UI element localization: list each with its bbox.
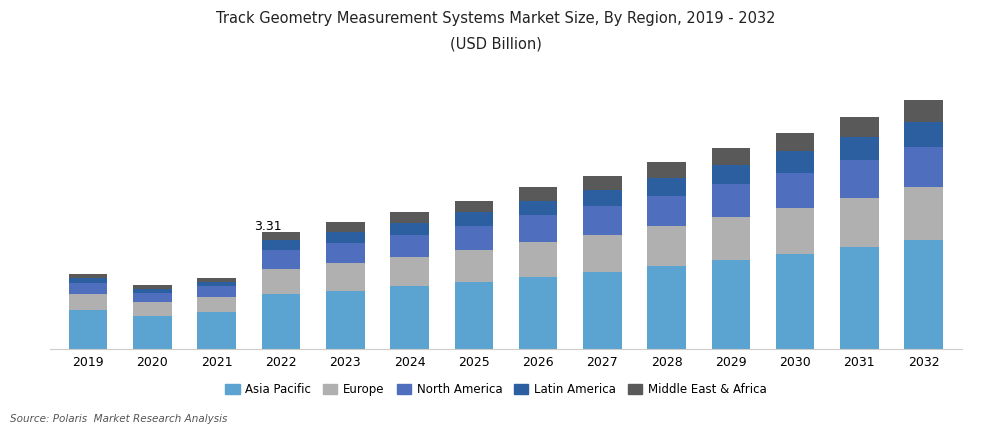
Bar: [583, 190, 622, 206]
Bar: [840, 160, 879, 198]
Text: (USD Billion): (USD Billion): [450, 36, 542, 51]
Bar: [133, 293, 172, 302]
Bar: [583, 206, 622, 235]
Bar: [648, 196, 685, 226]
Bar: [197, 286, 236, 297]
Bar: [68, 294, 107, 310]
Bar: [454, 282, 493, 349]
Bar: [326, 291, 364, 349]
Bar: [326, 263, 364, 291]
Bar: [905, 147, 943, 187]
Bar: [326, 243, 364, 263]
Bar: [711, 165, 750, 184]
Bar: [197, 312, 236, 349]
Bar: [68, 283, 107, 294]
Bar: [262, 250, 301, 269]
Bar: [711, 148, 750, 165]
Bar: [326, 222, 364, 232]
Bar: [905, 240, 943, 349]
Bar: [776, 151, 814, 173]
Bar: [519, 242, 558, 276]
Bar: [776, 208, 814, 254]
Text: Source: Polaris  Market Research Analysis: Source: Polaris Market Research Analysis: [10, 414, 227, 424]
Bar: [262, 294, 301, 349]
Bar: [454, 226, 493, 250]
Bar: [840, 247, 879, 349]
Bar: [68, 310, 107, 349]
Bar: [390, 235, 429, 256]
Bar: [133, 316, 172, 349]
Bar: [68, 278, 107, 283]
Bar: [840, 198, 879, 247]
Bar: [711, 217, 750, 260]
Bar: [390, 222, 429, 235]
Bar: [776, 133, 814, 151]
Bar: [133, 302, 172, 316]
Bar: [648, 178, 685, 196]
Bar: [776, 173, 814, 208]
Bar: [583, 272, 622, 349]
Bar: [648, 226, 685, 266]
Bar: [648, 266, 685, 349]
Bar: [648, 162, 685, 178]
Bar: [840, 117, 879, 137]
Bar: [197, 282, 236, 286]
Bar: [326, 232, 364, 243]
Bar: [68, 273, 107, 278]
Bar: [905, 100, 943, 122]
Bar: [133, 285, 172, 289]
Bar: [262, 232, 301, 240]
Bar: [519, 216, 558, 242]
Bar: [583, 235, 622, 272]
Bar: [454, 250, 493, 282]
Bar: [133, 289, 172, 293]
Bar: [197, 278, 236, 282]
Bar: [583, 176, 622, 190]
Bar: [454, 201, 493, 212]
Bar: [390, 256, 429, 286]
Bar: [905, 187, 943, 240]
Bar: [390, 286, 429, 349]
Bar: [840, 137, 879, 160]
Bar: [776, 254, 814, 349]
Text: 3.31: 3.31: [254, 220, 282, 233]
Bar: [197, 297, 236, 312]
Legend: Asia Pacific, Europe, North America, Latin America, Middle East & Africa: Asia Pacific, Europe, North America, Lat…: [220, 378, 772, 401]
Bar: [454, 212, 493, 226]
Bar: [519, 276, 558, 349]
Bar: [905, 122, 943, 147]
Bar: [711, 260, 750, 349]
Bar: [262, 240, 301, 250]
Bar: [519, 201, 558, 216]
Text: Track Geometry Measurement Systems Market Size, By Region, 2019 - 2032: Track Geometry Measurement Systems Marke…: [216, 11, 776, 26]
Bar: [390, 212, 429, 222]
Bar: [262, 269, 301, 294]
Bar: [711, 184, 750, 217]
Bar: [519, 187, 558, 201]
